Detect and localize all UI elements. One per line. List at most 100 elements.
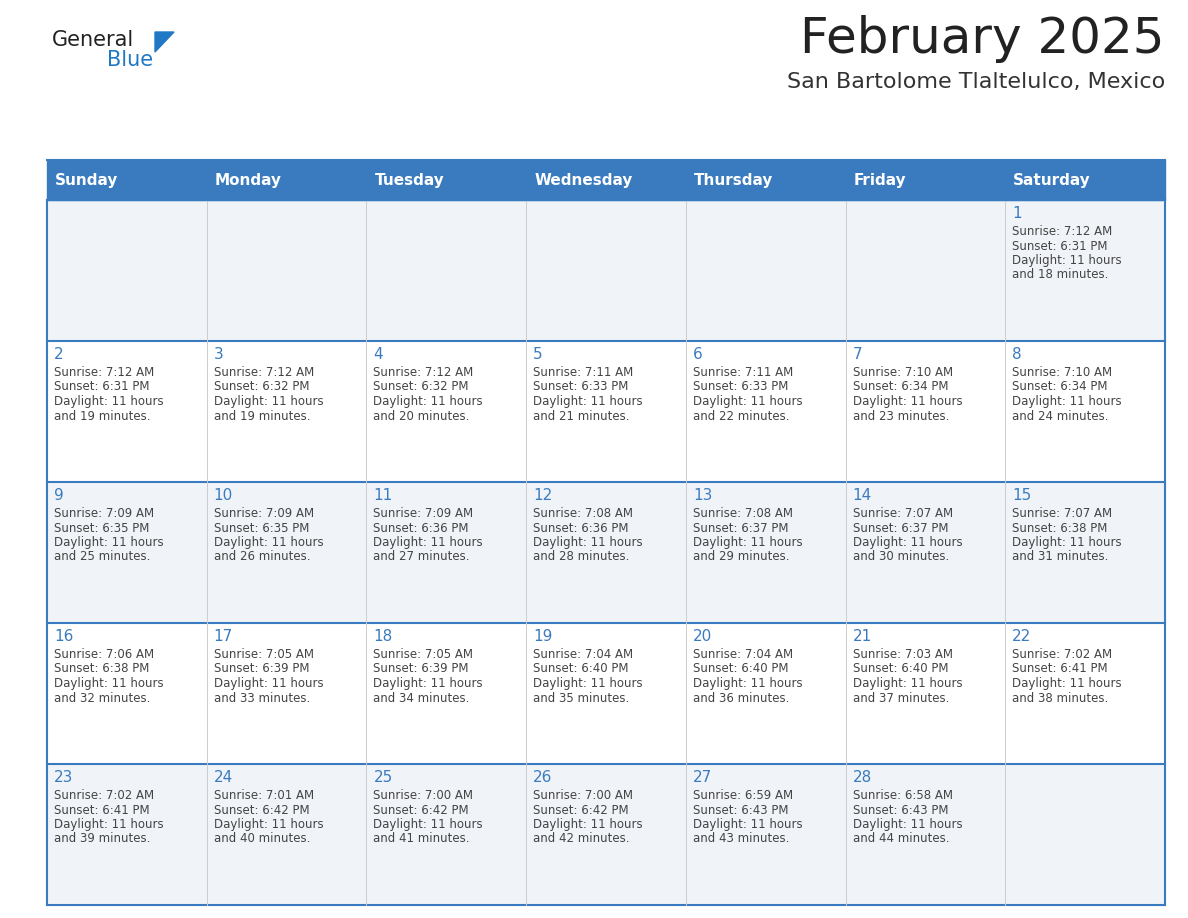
Text: and 19 minutes.: and 19 minutes. xyxy=(214,409,310,422)
Text: Daylight: 11 hours: Daylight: 11 hours xyxy=(214,395,323,408)
Text: and 19 minutes.: and 19 minutes. xyxy=(53,409,151,422)
Text: Sunrise: 7:00 AM: Sunrise: 7:00 AM xyxy=(373,789,474,802)
Text: Sunrise: 7:12 AM: Sunrise: 7:12 AM xyxy=(53,366,154,379)
Polygon shape xyxy=(154,32,173,52)
Text: 11: 11 xyxy=(373,488,393,503)
Text: 1: 1 xyxy=(1012,206,1022,221)
Bar xyxy=(48,200,1165,341)
Text: San Bartolome Tlaltelulco, Mexico: San Bartolome Tlaltelulco, Mexico xyxy=(786,72,1165,92)
Text: Monday: Monday xyxy=(215,173,282,187)
Text: and 40 minutes.: and 40 minutes. xyxy=(214,833,310,845)
Text: Sunset: 6:42 PM: Sunset: 6:42 PM xyxy=(373,803,469,816)
Text: 27: 27 xyxy=(693,770,712,785)
Text: Sunrise: 7:03 AM: Sunrise: 7:03 AM xyxy=(853,648,953,661)
Text: Daylight: 11 hours: Daylight: 11 hours xyxy=(373,536,484,549)
Text: Sunset: 6:37 PM: Sunset: 6:37 PM xyxy=(853,521,948,534)
Text: Daylight: 11 hours: Daylight: 11 hours xyxy=(853,395,962,408)
Text: and 44 minutes.: and 44 minutes. xyxy=(853,833,949,845)
Text: General: General xyxy=(52,30,134,50)
Text: 21: 21 xyxy=(853,629,872,644)
Text: Sunrise: 7:02 AM: Sunrise: 7:02 AM xyxy=(1012,648,1112,661)
Text: Sunrise: 7:12 AM: Sunrise: 7:12 AM xyxy=(1012,225,1112,238)
Text: 25: 25 xyxy=(373,770,393,785)
Text: Sunrise: 7:07 AM: Sunrise: 7:07 AM xyxy=(1012,507,1112,520)
Text: Sunrise: 7:10 AM: Sunrise: 7:10 AM xyxy=(853,366,953,379)
Text: Sunrise: 7:05 AM: Sunrise: 7:05 AM xyxy=(214,648,314,661)
Text: Sunset: 6:42 PM: Sunset: 6:42 PM xyxy=(533,803,628,816)
Text: and 38 minutes.: and 38 minutes. xyxy=(1012,691,1108,704)
Text: Daylight: 11 hours: Daylight: 11 hours xyxy=(693,818,802,831)
Text: Daylight: 11 hours: Daylight: 11 hours xyxy=(853,818,962,831)
Bar xyxy=(48,764,1165,905)
Text: 12: 12 xyxy=(533,488,552,503)
Text: 9: 9 xyxy=(53,488,64,503)
Text: and 41 minutes.: and 41 minutes. xyxy=(373,833,470,845)
Text: and 31 minutes.: and 31 minutes. xyxy=(1012,551,1108,564)
Text: and 28 minutes.: and 28 minutes. xyxy=(533,551,630,564)
Text: Sunset: 6:33 PM: Sunset: 6:33 PM xyxy=(693,380,788,394)
Text: 6: 6 xyxy=(693,347,702,362)
Text: 10: 10 xyxy=(214,488,233,503)
Text: and 26 minutes.: and 26 minutes. xyxy=(214,551,310,564)
Bar xyxy=(48,160,1165,200)
Text: and 33 minutes.: and 33 minutes. xyxy=(214,691,310,704)
Text: Sunset: 6:34 PM: Sunset: 6:34 PM xyxy=(1012,380,1107,394)
Text: Sunrise: 7:12 AM: Sunrise: 7:12 AM xyxy=(214,366,314,379)
Text: and 23 minutes.: and 23 minutes. xyxy=(853,409,949,422)
Text: Sunset: 6:40 PM: Sunset: 6:40 PM xyxy=(853,663,948,676)
Text: Wednesday: Wednesday xyxy=(535,173,632,187)
Text: Daylight: 11 hours: Daylight: 11 hours xyxy=(214,536,323,549)
Text: Daylight: 11 hours: Daylight: 11 hours xyxy=(373,395,484,408)
Text: and 32 minutes.: and 32 minutes. xyxy=(53,691,151,704)
Text: Sunrise: 7:01 AM: Sunrise: 7:01 AM xyxy=(214,789,314,802)
Text: 17: 17 xyxy=(214,629,233,644)
Text: Sunset: 6:43 PM: Sunset: 6:43 PM xyxy=(693,803,789,816)
Text: and 29 minutes.: and 29 minutes. xyxy=(693,551,789,564)
Text: Sunrise: 7:04 AM: Sunrise: 7:04 AM xyxy=(693,648,792,661)
Text: Sunrise: 7:06 AM: Sunrise: 7:06 AM xyxy=(53,648,154,661)
Text: Sunset: 6:37 PM: Sunset: 6:37 PM xyxy=(693,521,789,534)
Text: 13: 13 xyxy=(693,488,713,503)
Text: Sunset: 6:35 PM: Sunset: 6:35 PM xyxy=(214,521,309,534)
Text: Daylight: 11 hours: Daylight: 11 hours xyxy=(853,536,962,549)
Text: and 35 minutes.: and 35 minutes. xyxy=(533,691,630,704)
Text: Tuesday: Tuesday xyxy=(374,173,444,187)
Text: Sunset: 6:39 PM: Sunset: 6:39 PM xyxy=(373,663,469,676)
Text: 26: 26 xyxy=(533,770,552,785)
Text: Daylight: 11 hours: Daylight: 11 hours xyxy=(53,536,164,549)
Text: Sunset: 6:36 PM: Sunset: 6:36 PM xyxy=(533,521,628,534)
Text: 28: 28 xyxy=(853,770,872,785)
Text: Sunset: 6:38 PM: Sunset: 6:38 PM xyxy=(1012,521,1107,534)
Text: and 24 minutes.: and 24 minutes. xyxy=(1012,409,1108,422)
Text: Sunrise: 6:58 AM: Sunrise: 6:58 AM xyxy=(853,789,953,802)
Text: Sunrise: 7:12 AM: Sunrise: 7:12 AM xyxy=(373,366,474,379)
Text: Sunset: 6:34 PM: Sunset: 6:34 PM xyxy=(853,380,948,394)
Text: Sunset: 6:31 PM: Sunset: 6:31 PM xyxy=(1012,240,1107,252)
Text: Daylight: 11 hours: Daylight: 11 hours xyxy=(214,818,323,831)
Text: Sunrise: 7:04 AM: Sunrise: 7:04 AM xyxy=(533,648,633,661)
Text: 14: 14 xyxy=(853,488,872,503)
Text: Daylight: 11 hours: Daylight: 11 hours xyxy=(533,395,643,408)
Bar xyxy=(48,623,1165,764)
Text: Daylight: 11 hours: Daylight: 11 hours xyxy=(53,818,164,831)
Text: Daylight: 11 hours: Daylight: 11 hours xyxy=(533,677,643,690)
Text: and 18 minutes.: and 18 minutes. xyxy=(1012,268,1108,282)
Text: 18: 18 xyxy=(373,629,393,644)
Text: 23: 23 xyxy=(53,770,74,785)
Text: and 36 minutes.: and 36 minutes. xyxy=(693,691,789,704)
Text: Sunrise: 7:05 AM: Sunrise: 7:05 AM xyxy=(373,648,474,661)
Text: Sunset: 6:31 PM: Sunset: 6:31 PM xyxy=(53,380,150,394)
Text: Sunset: 6:39 PM: Sunset: 6:39 PM xyxy=(214,663,309,676)
Text: Sunset: 6:40 PM: Sunset: 6:40 PM xyxy=(693,663,789,676)
Text: Sunrise: 7:07 AM: Sunrise: 7:07 AM xyxy=(853,507,953,520)
Text: 19: 19 xyxy=(533,629,552,644)
Text: 5: 5 xyxy=(533,347,543,362)
Text: Daylight: 11 hours: Daylight: 11 hours xyxy=(53,677,164,690)
Bar xyxy=(48,341,1165,482)
Text: Daylight: 11 hours: Daylight: 11 hours xyxy=(533,818,643,831)
Text: Daylight: 11 hours: Daylight: 11 hours xyxy=(853,677,962,690)
Text: Daylight: 11 hours: Daylight: 11 hours xyxy=(1012,677,1121,690)
Text: February 2025: February 2025 xyxy=(801,15,1165,63)
Text: Sunset: 6:32 PM: Sunset: 6:32 PM xyxy=(373,380,469,394)
Text: Sunday: Sunday xyxy=(55,173,119,187)
